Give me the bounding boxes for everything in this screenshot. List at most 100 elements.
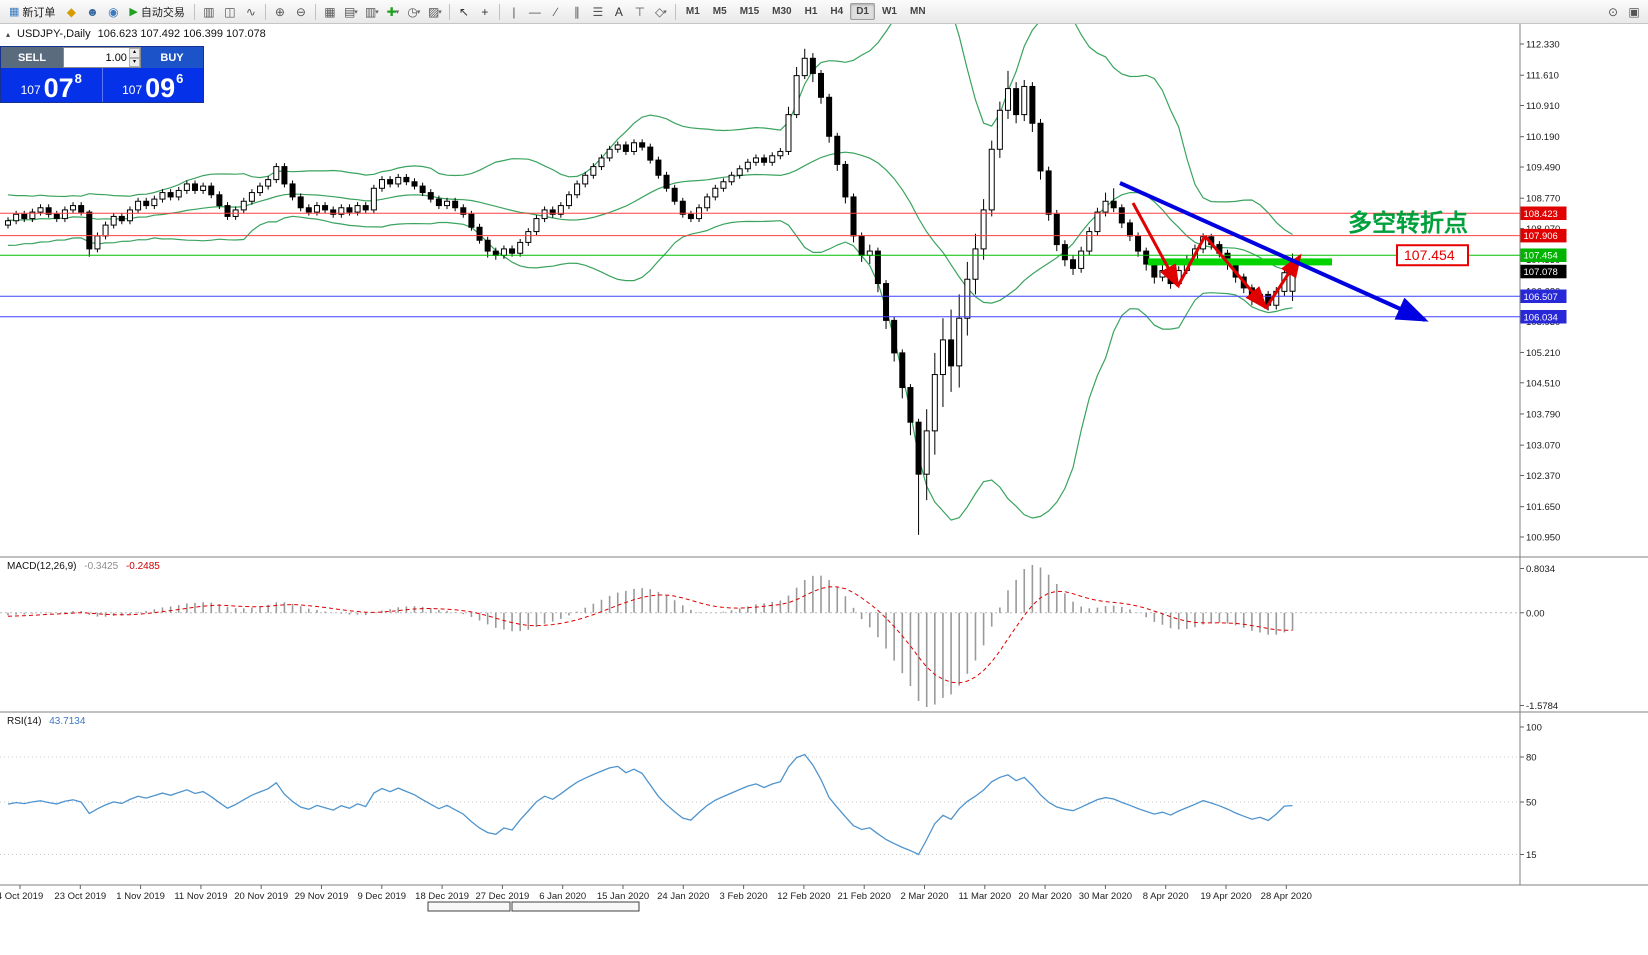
- svg-text:110.190: 110.190: [1526, 132, 1560, 143]
- svg-text:24 Jan 2020: 24 Jan 2020: [657, 891, 709, 902]
- svg-text:0.00: 0.00: [1526, 608, 1545, 619]
- macd-name: MACD(12,26,9): [7, 561, 77, 572]
- profile-icon[interactable]: ☻: [82, 2, 102, 22]
- dropdown-caret-icon: ▾: [375, 8, 379, 16]
- timeframe-m1[interactable]: M1: [685, 6, 700, 17]
- text-icon[interactable]: A: [609, 2, 629, 22]
- time-axis[interactable]: [0, 885, 1648, 905]
- vertical-line-glyph: |: [512, 4, 516, 19]
- svg-text:15 Jan 2020: 15 Jan 2020: [597, 891, 649, 902]
- svg-text:19 Apr 2020: 19 Apr 2020: [1200, 891, 1251, 902]
- svg-text:104.510: 104.510: [1526, 378, 1560, 389]
- chart-profiles-icon[interactable]: ▤ ▾: [341, 2, 361, 22]
- crosshair-icon[interactable]: +: [475, 2, 495, 22]
- svg-text:12 Feb 2020: 12 Feb 2020: [777, 891, 830, 902]
- rsi-name: RSI(14): [7, 716, 42, 727]
- svg-text:4 Oct 2019: 4 Oct 2019: [0, 891, 43, 902]
- zoom-in-icon[interactable]: ⊕: [270, 2, 290, 22]
- shapes-glyph: ◇: [655, 4, 665, 19]
- community-icon[interactable]: ▣: [1624, 2, 1644, 22]
- volume-input[interactable]: [64, 48, 129, 67]
- dropdown-caret-icon: ▾: [663, 8, 667, 16]
- svg-text:29 Nov 2019: 29 Nov 2019: [295, 891, 349, 902]
- timeframe-m15[interactable]: M15: [739, 6, 760, 17]
- new-order-button-label: 新订单: [22, 6, 56, 19]
- auto-trading-button-label: 自动交易: [140, 6, 185, 19]
- dropdown-caret-icon: ▾: [354, 8, 358, 16]
- search-icon[interactable]: ⊙: [1603, 2, 1623, 22]
- svg-text:112.330: 112.330: [1526, 40, 1560, 51]
- svg-text:50: 50: [1526, 798, 1537, 809]
- cursor-icon[interactable]: ↖: [454, 2, 474, 22]
- periods-icon[interactable]: ◷ ▾: [404, 2, 424, 22]
- volume-spinner: ▴ ▾: [128, 48, 140, 67]
- vertical-line-icon[interactable]: |: [504, 2, 524, 22]
- profile-glyph: ☻: [86, 4, 99, 19]
- timeframe-h4[interactable]: H4: [830, 6, 844, 17]
- zoom-out-glyph: ⊖: [295, 4, 306, 19]
- candlestick-chart-icon[interactable]: ◫: [220, 2, 240, 22]
- sell-price-button[interactable]: 107 07 8: [1, 68, 103, 102]
- svg-text:20 Nov 2019: 20 Nov 2019: [234, 891, 288, 902]
- chart-ohlc-values: 106.623 107.492 106.399 107.078: [97, 28, 266, 40]
- new-order-button[interactable]: ▦ 新订单: [4, 2, 60, 22]
- timeframe-w1[interactable]: W1: [881, 6, 897, 17]
- svg-text:109.490: 109.490: [1526, 163, 1560, 174]
- timeframe-h1[interactable]: H1: [804, 6, 818, 17]
- timeframe-m30[interactable]: M30: [772, 6, 792, 17]
- buy-button[interactable]: BUY: [141, 47, 203, 68]
- svg-text:15: 15: [1526, 850, 1537, 861]
- trendline-icon[interactable]: ∕: [546, 2, 566, 22]
- buy-price-button[interactable]: 107 09 6: [102, 68, 203, 103]
- svg-text:0.8034: 0.8034: [1526, 564, 1555, 575]
- timeframe-d1[interactable]: D1: [850, 3, 875, 20]
- bar-chart-icon[interactable]: ▥: [199, 2, 219, 22]
- svg-text:111.610: 111.610: [1526, 71, 1559, 82]
- svg-text:9 Dec 2019: 9 Dec 2019: [358, 891, 407, 902]
- svg-text:11 Nov 2019: 11 Nov 2019: [174, 891, 227, 902]
- svg-text:-1.5784: -1.5784: [1526, 701, 1558, 712]
- timeframe-mn[interactable]: MN: [909, 6, 926, 17]
- svg-text:107.454: 107.454: [1404, 247, 1455, 263]
- buy-price-pip: 6: [176, 71, 184, 86]
- toolbar-separator: [264, 3, 266, 20]
- shapes-icon[interactable]: ◇ ▾: [651, 2, 671, 22]
- macd-main-value: -0.3425: [84, 561, 119, 572]
- tile-windows-icon[interactable]: ▦: [320, 2, 340, 22]
- dropdown-caret-icon: ▾: [438, 8, 442, 16]
- price-axis[interactable]: [1520, 24, 1648, 885]
- svg-text:106.507: 106.507: [1524, 292, 1558, 303]
- sell-price-big: 07: [43, 72, 74, 103]
- templates-icon[interactable]: ▨ ▾: [425, 2, 445, 22]
- fibonacci-icon[interactable]: ☰: [588, 2, 608, 22]
- macd-signal-value: -0.2485: [125, 561, 160, 572]
- timeframe-m5[interactable]: M5: [712, 6, 727, 17]
- svg-text:2 Mar 2020: 2 Mar 2020: [900, 891, 948, 902]
- zoom-out-icon[interactable]: ⊖: [291, 2, 311, 22]
- bar-chart-glyph: ▥: [203, 4, 215, 19]
- horizontal-line-icon[interactable]: —: [525, 2, 545, 22]
- channel-icon[interactable]: ∥: [567, 2, 587, 22]
- volume-decrease-button[interactable]: ▾: [128, 57, 140, 67]
- svg-text:8 Apr 2020: 8 Apr 2020: [1143, 891, 1189, 902]
- rsi-value: 43.7134: [49, 716, 86, 727]
- toolbar: ▦ 新订单 ◆ ☻ ◉ ▶ 自动交易 ▥ ◫ ∿ ⊕ ⊖ ▦ ▤ ▾ ▥ ▾ ✚ ▾ ◷ ▾ ▨ ▾ ↖ + | — ∕ ∥ ☰ A ⊤ ◇ ▾ M…: [0, 0, 1648, 24]
- line-chart-icon[interactable]: ∿: [241, 2, 261, 22]
- horizontal-line-glyph: —: [528, 4, 541, 19]
- trendline-glyph: ∕: [554, 4, 557, 19]
- svg-text:103.070: 103.070: [1526, 441, 1560, 452]
- svg-text:11 Mar 2020: 11 Mar 2020: [958, 891, 1011, 902]
- chart-shift-icon[interactable]: ▥ ▾: [362, 2, 382, 22]
- market-icon[interactable]: ◉: [103, 2, 123, 22]
- sell-button[interactable]: SELL: [1, 47, 63, 68]
- chart-title: ▴ USDJPY-,Daily 106.623 107.492 106.399 …: [6, 28, 266, 40]
- toolbar-separator: [193, 3, 195, 20]
- text-label-icon[interactable]: ⊤: [630, 2, 650, 22]
- volume-increase-button[interactable]: ▴: [128, 48, 140, 58]
- toolbar-separator: [674, 3, 676, 20]
- buy-price-big: 09: [145, 72, 176, 103]
- indicators-icon[interactable]: ✚ ▾: [383, 2, 403, 22]
- expert-advisors-icon[interactable]: ◆: [61, 2, 81, 22]
- auto-trading-button[interactable]: ▶ 自动交易: [124, 2, 189, 22]
